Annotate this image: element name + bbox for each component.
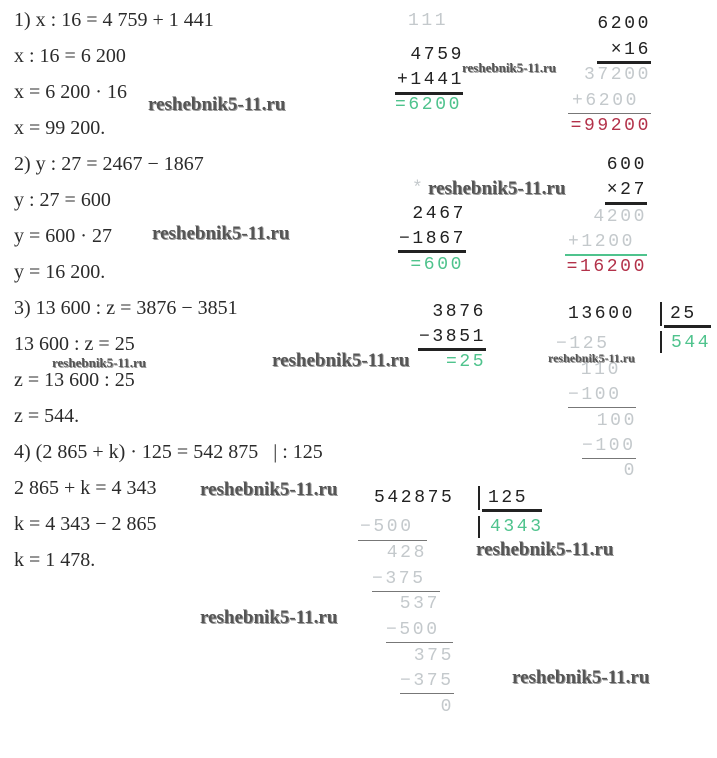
division-step: −125 (556, 334, 610, 354)
partial-product: 37200 (583, 65, 651, 85)
solution-line: y = 600 · 27 (14, 225, 112, 247)
solution-line: 13 600 : z = 25 (14, 333, 135, 355)
step-line (400, 693, 454, 694)
difference-line (418, 348, 486, 351)
watermark: reshebnik5-11.ru (428, 178, 566, 199)
division-step: −375 (400, 671, 454, 691)
factor: ×27 (606, 180, 647, 200)
solution-line: 2 865 + k = 4 343 (14, 477, 157, 499)
solution-line: 4) (2 865 + k) · 125 = 542 875 | : 125 (14, 441, 323, 463)
watermark: reshebnik5-11.ru (200, 607, 338, 628)
divisor: 25 (670, 304, 697, 324)
solution-line: x : 16 = 6 200 (14, 45, 126, 67)
difference-result: =600 (410, 255, 464, 275)
division-step: −500 (360, 517, 414, 537)
step-line (582, 458, 636, 459)
division-step: 375 (413, 646, 454, 666)
factor: 600 (606, 155, 647, 175)
solution-line: z = 13 600 : 25 (14, 369, 135, 391)
subtrahend: −1867 (398, 229, 466, 249)
divisor: 125 (488, 488, 529, 508)
division-step: −100 (568, 385, 622, 405)
division-step: 428 (386, 543, 427, 563)
watermark: reshebnik5-11.ru (548, 351, 635, 365)
solution-line: z = 544. (14, 405, 80, 427)
solution-line: 2) y : 27 = 2467 − 1867 (14, 153, 204, 175)
solution-line: k = 4 343 − 2 865 (14, 513, 157, 535)
minuend: 3876 (432, 302, 486, 322)
division-step: 0 (440, 697, 454, 717)
solution-line: y = 16 200. (14, 261, 106, 283)
product-line (605, 202, 647, 205)
quotient: 544 (671, 333, 712, 353)
solution-line: y : 27 = 600 (14, 189, 111, 211)
division-step: 100 (596, 411, 637, 431)
step-line (372, 591, 440, 592)
watermark: reshebnik5-11.ru (52, 355, 147, 370)
addend: +1441 (396, 70, 464, 90)
watermark: reshebnik5-11.ru (272, 350, 410, 371)
product-result: =99200 (570, 116, 651, 136)
factor: 6200 (597, 14, 651, 34)
division-step: 537 (399, 594, 440, 614)
partial-product: 4200 (593, 207, 647, 227)
mark: * (412, 179, 426, 199)
watermark: reshebnik5-11.ru (512, 667, 650, 688)
step-line (358, 540, 427, 541)
solution-line: x = 99 200. (14, 117, 106, 139)
minuend: 2467 (412, 204, 466, 224)
dividend: 13600 (568, 304, 636, 324)
sum-line (565, 254, 647, 256)
difference-line (398, 250, 466, 253)
product-line (597, 61, 651, 64)
dividend: 542875 (374, 488, 455, 508)
watermark: reshebnik5-11.ru (200, 479, 338, 500)
division-bar (660, 302, 662, 326)
quotient: 4343 (490, 517, 544, 537)
step-line (568, 407, 636, 408)
watermark: reshebnik5-11.ru (476, 539, 614, 560)
division-bar (478, 486, 480, 510)
watermark: reshebnik5-11.ru (148, 94, 286, 115)
solution-line: 3) 13 600 : z = 3876 − 3851 (14, 297, 238, 319)
watermark: reshebnik5-11.ru (152, 223, 290, 244)
difference-result: =25 (446, 352, 487, 372)
watermark: reshebnik5-11.ru (462, 60, 557, 75)
factor: ×16 (610, 40, 651, 60)
carry-digits: 111 (408, 11, 449, 31)
division-step: −100 (582, 436, 636, 456)
division-step: 0 (623, 461, 637, 481)
division-bar (660, 331, 662, 353)
product-result: =16200 (566, 257, 647, 277)
divisor-line (664, 325, 711, 328)
step-line (386, 642, 453, 643)
division-step: −375 (372, 569, 426, 589)
solution-line: k = 1 478. (14, 549, 96, 571)
subtrahend: −3851 (418, 327, 486, 347)
solution-line: x = 6 200 · 16 (14, 81, 127, 103)
division-bar (478, 516, 480, 538)
division-step: −500 (386, 620, 440, 640)
division-step: 110 (580, 360, 621, 380)
partial-product: +6200 (571, 91, 639, 111)
sum-line (395, 92, 463, 95)
divisor-line (482, 509, 542, 512)
addend: 4759 (410, 45, 464, 65)
partial-product: +1200 (567, 232, 635, 252)
solution-line: 1) x : 16 = 4 759 + 1 441 (14, 9, 214, 31)
sum-line (568, 113, 651, 114)
sum-result: =6200 (395, 95, 463, 115)
